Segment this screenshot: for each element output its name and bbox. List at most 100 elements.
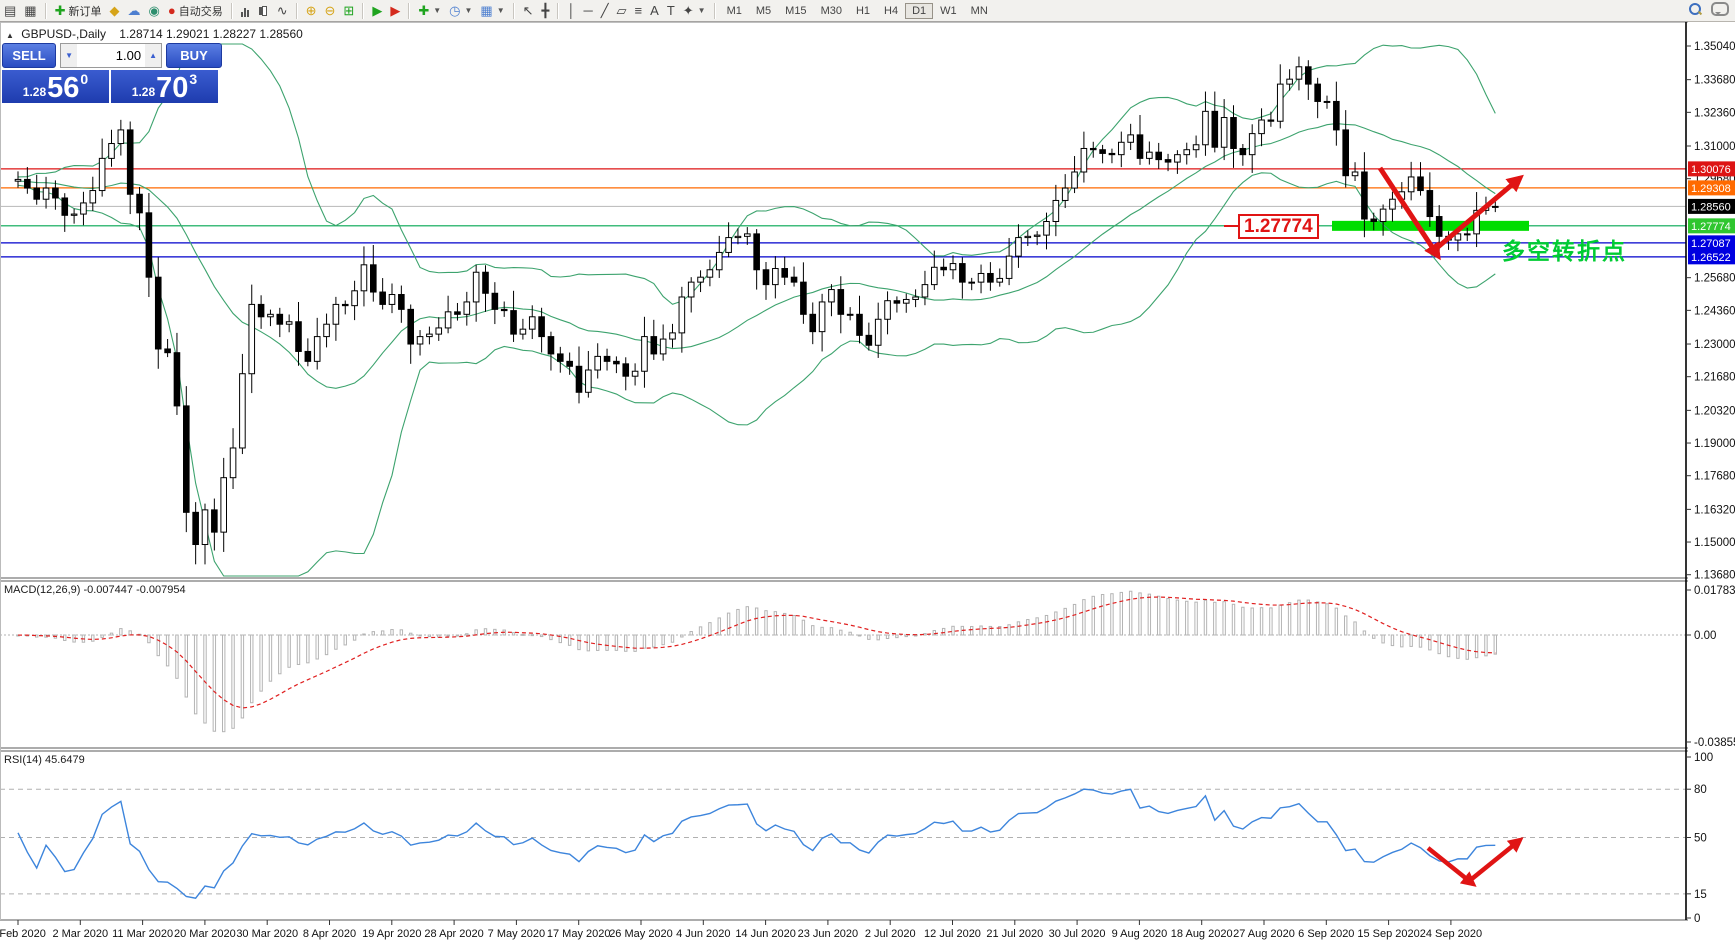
bar-chart-button[interactable]	[237, 4, 253, 18]
vline-button[interactable]: │	[563, 3, 579, 18]
svg-text:1 Feb 2020: 1 Feb 2020	[0, 928, 46, 940]
text-button[interactable]: A	[646, 3, 663, 18]
trend-arrows	[1377, 166, 1524, 261]
vertical-line-icon: │	[567, 3, 576, 18]
volume-decrease-button[interactable]: ▼	[61, 44, 78, 67]
tab-d1[interactable]: D1	[905, 2, 934, 19]
buy-price-display[interactable]: 1.28 70 3	[111, 70, 218, 103]
text-label-icon: T	[666, 3, 675, 18]
svg-text:30 Jul 2020: 30 Jul 2020	[1049, 928, 1106, 940]
turning-point-annotation[interactable]: 多空转折点	[1502, 238, 1627, 264]
tab-m15[interactable]: M15	[785, 4, 807, 17]
macd-signal-line	[17, 596, 1496, 709]
svg-text:1.19000: 1.19000	[1694, 438, 1735, 450]
svg-text:27 Aug 2020: 27 Aug 2020	[1233, 928, 1295, 940]
svg-text:0.017833: 0.017833	[1694, 585, 1735, 597]
volume-increase-button[interactable]: ▲	[145, 44, 162, 67]
chart-list-button[interactable]: ▤	[0, 3, 20, 18]
volume-input[interactable]	[77, 44, 146, 67]
crosshair-button[interactable]: ╋	[538, 3, 554, 18]
symbol-name: GBPUSD-,Daily	[21, 27, 106, 41]
templates-button[interactable]: ▦ ▼	[476, 3, 508, 18]
toolbar-separator	[44, 2, 47, 19]
tile-windows-button[interactable]: ⊞	[339, 3, 358, 18]
auto-scroll-button[interactable]: ▶	[368, 3, 386, 18]
periods-button[interactable]: ◷ ▼	[445, 3, 476, 18]
tab-mn[interactable]: MN	[970, 4, 988, 17]
auto-scroll-icon: ▶	[372, 3, 383, 18]
svg-text:7 May 2020: 7 May 2020	[488, 928, 545, 940]
sell-price-big: 56	[47, 72, 80, 104]
toolbar-separator	[408, 2, 411, 19]
arrows-button[interactable]: ✦ ▼	[679, 3, 710, 18]
buy-button[interactable]: BUY	[166, 43, 222, 68]
symbol-marker-icon: ▲	[6, 31, 14, 40]
new-order-icon: ✚	[54, 3, 66, 18]
ohlc-values: 1.28714 1.29021 1.28227 1.28560	[119, 27, 303, 41]
support-price-callout[interactable]: 1.27774	[1238, 214, 1319, 239]
sell-price-sup: 0	[80, 71, 89, 87]
svg-text:1.30076: 1.30076	[1691, 164, 1731, 176]
svg-text:17 May 2020: 17 May 2020	[547, 928, 611, 940]
autotrade-button[interactable]: ● 自动交易	[164, 2, 227, 20]
text-label-button[interactable]: T	[663, 3, 679, 18]
buy-price-big: 70	[156, 72, 189, 104]
toolbar-separator	[557, 2, 560, 19]
candlesticks	[14, 56, 1499, 565]
svg-text:1.17680: 1.17680	[1694, 471, 1735, 483]
sell-price-display[interactable]: 1.28 56 0	[2, 70, 109, 103]
signals-button[interactable]: ◉	[145, 3, 164, 18]
horizontal-line-icon: ─	[583, 3, 593, 18]
svg-text:1.16320: 1.16320	[1694, 504, 1735, 516]
svg-text:24 Sep 2020: 24 Sep 2020	[1420, 928, 1482, 940]
price-axis-badges: 1.30076 1.29308 1.28560 1.27774 1.27087 1.265…	[1688, 161, 1735, 265]
tab-h1[interactable]: H1	[855, 4, 871, 17]
fibonacci-button[interactable]: ≡	[631, 3, 647, 18]
cursor-button[interactable]: ↖	[519, 3, 538, 18]
tab-m5[interactable]: M5	[755, 4, 772, 17]
zoom-in-icon: ⊕	[305, 3, 317, 18]
tab-m30[interactable]: M30	[820, 4, 842, 17]
clock-icon: ◷	[449, 3, 461, 18]
template-icon: ▦	[480, 3, 493, 18]
svg-text:21 Jul 2020: 21 Jul 2020	[986, 928, 1043, 940]
svg-text:2 Jul 2020: 2 Jul 2020	[865, 928, 916, 940]
fibonacci-icon: ≡	[634, 3, 643, 18]
svg-text:11 Mar 2020: 11 Mar 2020	[112, 928, 173, 940]
tab-w1[interactable]: W1	[940, 4, 957, 17]
svg-text:1.29308: 1.29308	[1691, 183, 1731, 195]
styles-button[interactable]: ◆	[106, 3, 124, 18]
new-order-button[interactable]: ✚ 新订单	[51, 2, 106, 20]
search-icon[interactable]	[1689, 3, 1701, 15]
crosshair-icon: ╋	[541, 3, 550, 18]
tab-m1[interactable]: M1	[726, 4, 742, 17]
pane-frames	[0, 21, 1688, 921]
chart-shift-button[interactable]: ▶	[386, 3, 404, 18]
candle-chart-button[interactable]	[253, 4, 273, 18]
sell-button[interactable]: SELL	[2, 43, 57, 68]
macd-indicator-label: MACD(12,26,9) -0.007447 -0.007954	[4, 584, 186, 596]
svg-text:8 Apr 2020: 8 Apr 2020	[303, 928, 356, 940]
zoom-in-button[interactable]: ⊕	[302, 3, 321, 18]
hline-button[interactable]: ─	[580, 3, 597, 18]
community-button[interactable]: ☁	[124, 3, 145, 18]
chat-icon[interactable]	[1711, 2, 1729, 16]
zoom-out-icon: ⊖	[324, 3, 336, 18]
svg-text:12 Jul 2020: 12 Jul 2020	[924, 928, 981, 940]
zoom-out-button[interactable]: ⊖	[321, 3, 340, 18]
svg-text:100: 100	[1694, 752, 1713, 764]
trendline-button[interactable]: ╱	[597, 3, 613, 18]
data-window-button[interactable]: ▦	[20, 3, 40, 18]
svg-text:50: 50	[1694, 833, 1707, 845]
line-chart-button[interactable]: ∿	[273, 3, 292, 18]
svg-text:1.35040: 1.35040	[1694, 41, 1735, 53]
buy-price-small: 1.28	[131, 85, 156, 99]
tab-h4[interactable]: H4	[884, 4, 899, 17]
channel-button[interactable]: ▱	[613, 3, 631, 18]
svg-text:2 Mar 2020: 2 Mar 2020	[52, 928, 108, 940]
svg-text:1.31000: 1.31000	[1694, 141, 1735, 153]
chevron-down-icon: ▼	[464, 6, 473, 15]
indicators-button[interactable]: ✚ ▼	[414, 3, 445, 18]
